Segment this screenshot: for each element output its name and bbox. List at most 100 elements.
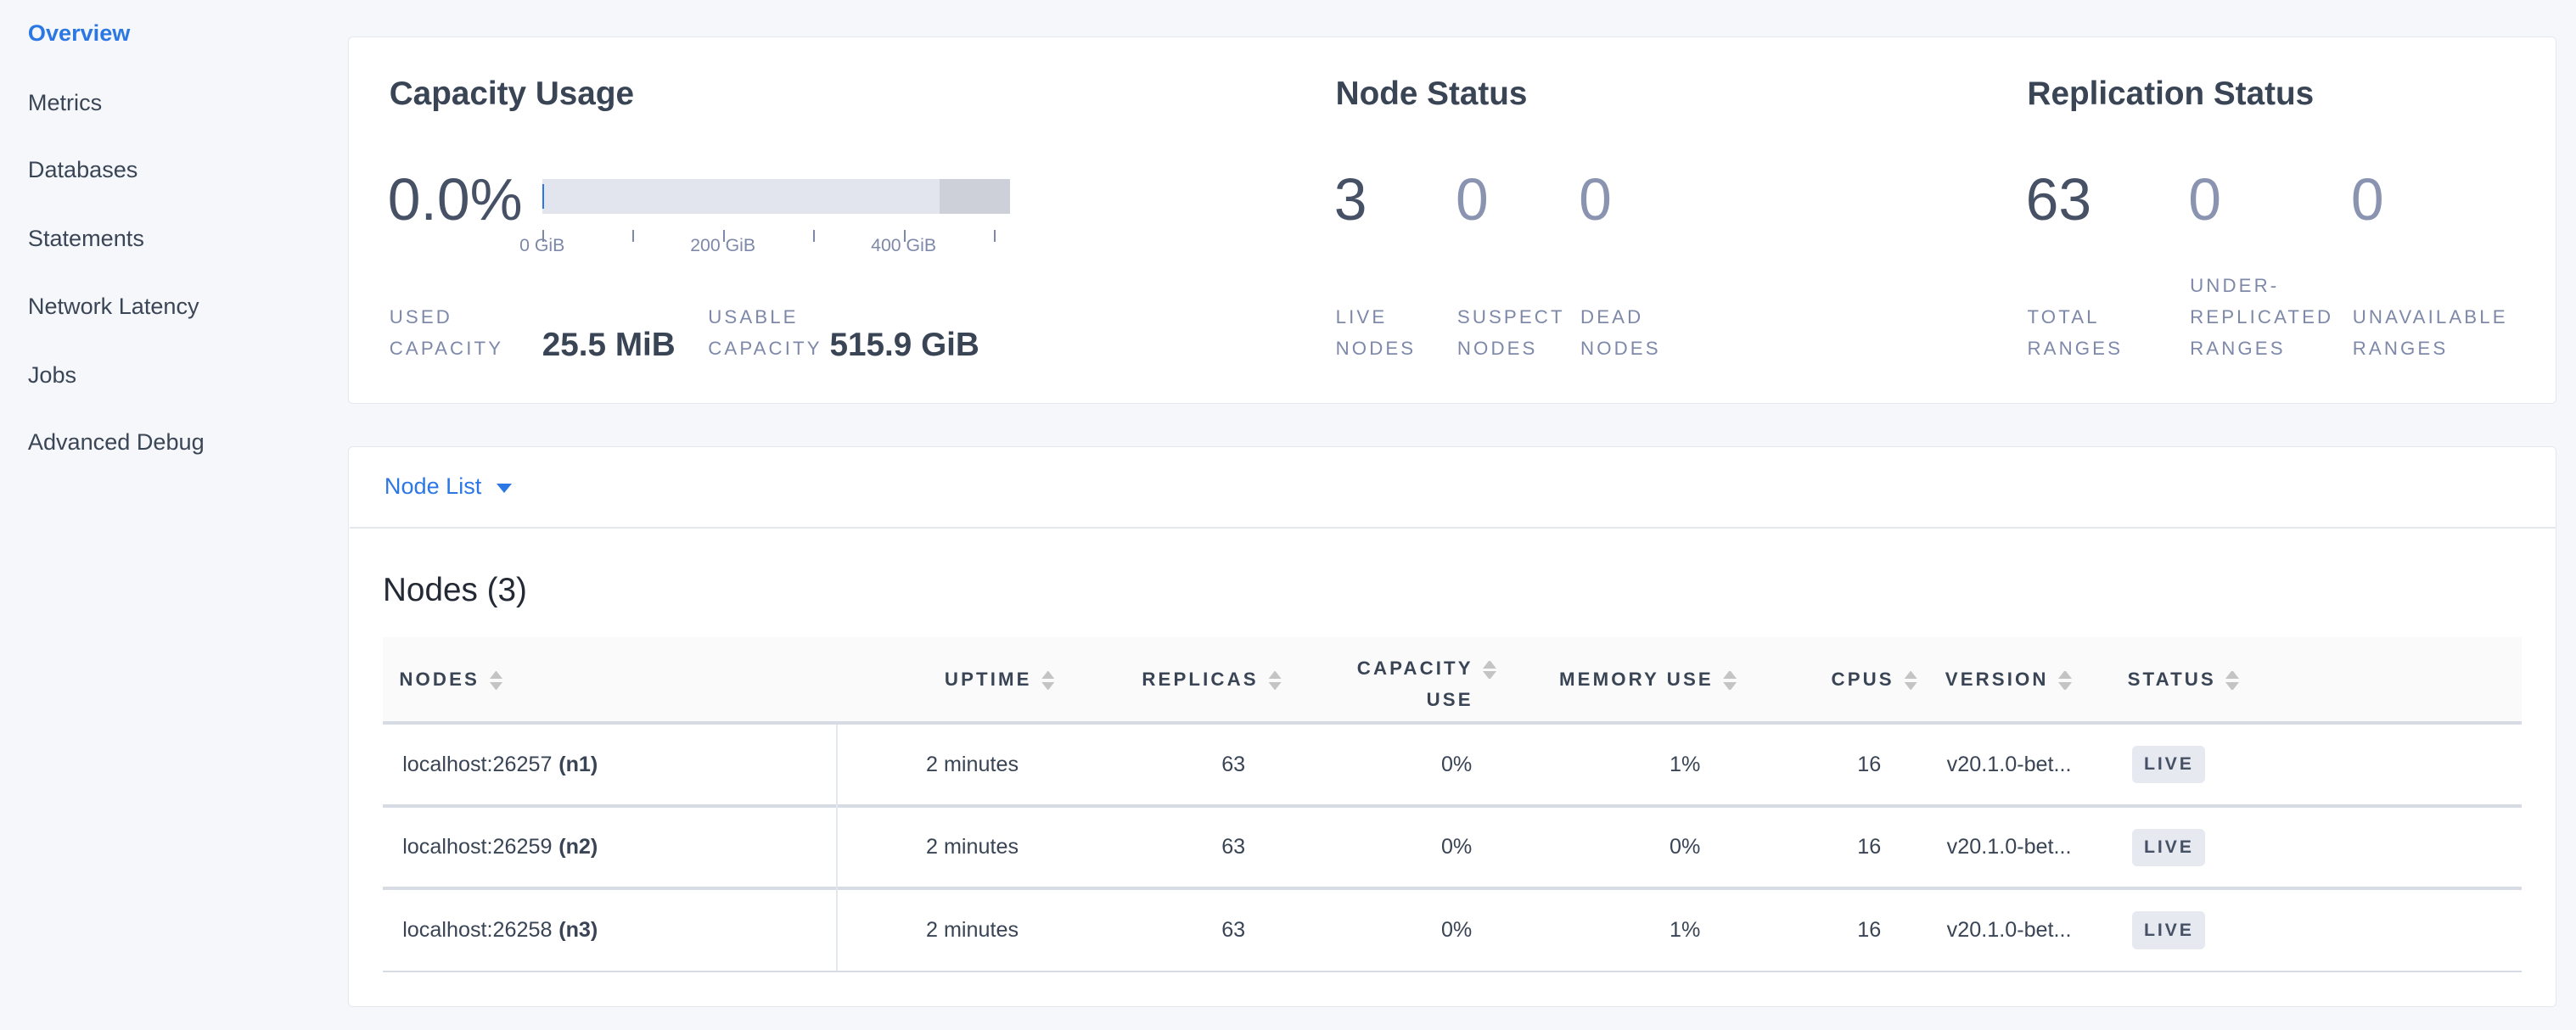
sort-icon: [1723, 671, 1736, 690]
sidebar-item-metrics[interactable]: Metrics: [27, 88, 103, 115]
label-line: SUSPECT: [1456, 306, 1565, 328]
axis-label: 0 GiB: [519, 234, 565, 255]
capacity-usage-title: Capacity Usage: [389, 76, 634, 113]
version-cell: v20.1.0-bet...: [1946, 752, 2072, 776]
sort-icon: [1904, 671, 1917, 690]
node-id: (n3): [558, 918, 598, 942]
memory-use-cell: 1%: [1669, 918, 1701, 942]
label-line: NODES: [1335, 337, 1417, 359]
memory-use-cell: 1%: [1669, 752, 1701, 776]
sidebar-item-jobs[interactable]: Jobs: [27, 361, 77, 388]
column-header-cpus[interactable]: CPUS: [1832, 669, 1917, 691]
total-ranges-count: 63: [2025, 166, 2092, 233]
divider: [382, 720, 2523, 725]
axis-tick: [903, 229, 906, 242]
label-line: USED: [389, 306, 452, 328]
label-line: DEAD: [1580, 306, 1644, 328]
label-line: UNDER-: [2190, 275, 2280, 297]
uptime-cell: 2 minutes: [925, 752, 1019, 776]
label-line: CAPACITY: [389, 337, 504, 359]
capacity-percent: 0.0%: [387, 166, 523, 233]
label-line: UNAVAILABLE: [2352, 306, 2508, 328]
column-header-status[interactable]: STATUS: [2128, 669, 2239, 691]
status-badge: LIVE: [2132, 911, 2206, 949]
version-cell: v20.1.0-bet...: [1946, 918, 2072, 942]
total-ranges-label: TOTAL RANGES: [2028, 302, 2124, 365]
label-line: RANGES: [2190, 337, 2286, 359]
column-header-uptime[interactable]: UPTIME: [945, 669, 1055, 691]
capacity-bar: [542, 178, 1011, 214]
node-id: (n2): [558, 835, 598, 859]
sidebar-item-databases[interactable]: Databases: [27, 155, 138, 182]
live-nodes-label: LIVE NODES: [1336, 302, 1417, 365]
used-capacity-label: USED CAPACITY: [390, 302, 503, 365]
capacity-bar-unavailable: [940, 178, 1011, 214]
sidebar-item-advanced-debug[interactable]: Advanced Debug: [27, 428, 205, 456]
status-badge: LIVE: [2132, 745, 2206, 784]
suspect-nodes-label: SUSPECT NODES: [1457, 302, 1565, 365]
replicas-cell: 63: [1221, 752, 1246, 776]
cpus-cell: 16: [1857, 752, 1882, 776]
dropdown-label: Node List: [384, 473, 482, 500]
node-id: (n1): [558, 752, 598, 776]
memory-use-cell: 0%: [1669, 835, 1701, 859]
replicas-cell: 63: [1221, 835, 1246, 859]
sort-icon: [1483, 661, 1496, 680]
table-header: [382, 637, 2523, 721]
replicas-cell: 63: [1221, 918, 1246, 942]
sidebar-item-overview[interactable]: Overview: [27, 20, 131, 47]
under-replicated-label: UNDER- REPLICATED RANGES: [2190, 271, 2333, 364]
unavailable-ranges-count: 0: [2350, 166, 2384, 233]
replication-status-title: Replication Status: [2027, 76, 2315, 113]
uptime-cell: 2 minutes: [925, 918, 1019, 942]
capacity-bar-used: [542, 183, 544, 209]
label-line: RANGES: [2352, 337, 2449, 359]
usable-capacity-value: 515.9 GiB: [829, 327, 979, 364]
node-list-dropdown[interactable]: Node List: [384, 473, 512, 500]
nodes-heading: Nodes (3): [382, 571, 527, 608]
node-address-cell[interactable]: localhost:26259 (n2): [402, 835, 598, 859]
sidebar-item-network-latency[interactable]: Network Latency: [27, 292, 199, 319]
sidebar-item-statements[interactable]: Statements: [27, 225, 144, 252]
sort-icon: [1041, 671, 1054, 690]
column-header-replicas[interactable]: REPLICAS: [1142, 669, 1281, 691]
column-header-nodes[interactable]: NODES: [399, 669, 502, 691]
dead-nodes-label: DEAD NODES: [1580, 302, 1661, 365]
divider: [382, 887, 2523, 891]
label-line: NODES: [1456, 337, 1538, 359]
under-replicated-count: 0: [2188, 166, 2221, 233]
node-status-title: Node Status: [1335, 76, 1528, 113]
label-line: RANGES: [2027, 337, 2124, 359]
cpus-cell: 16: [1857, 918, 1882, 942]
column-header-version[interactable]: VERSION: [1945, 669, 2072, 691]
node-address-cell[interactable]: localhost:26258 (n3): [402, 918, 598, 942]
axis-label: 200 GiB: [690, 234, 756, 255]
node-address-cell[interactable]: localhost:26257 (n1): [402, 752, 598, 776]
column-header-capacity-use[interactable]: CAPACITY USE: [1357, 653, 1496, 716]
uptime-cell: 2 minutes: [925, 835, 1019, 859]
caret-down-icon: [496, 483, 512, 493]
capacity-use-cell: 0%: [1440, 752, 1473, 776]
used-capacity-value: 25.5 MiB: [542, 327, 676, 364]
dead-nodes-count: 0: [1579, 166, 1612, 233]
cluster-summary-card: [348, 36, 2556, 405]
axis-tick: [994, 229, 996, 242]
axis-tick: [722, 229, 725, 242]
usable-capacity-label: USABLE CAPACITY: [708, 302, 822, 365]
label-line: LIVE: [1335, 306, 1388, 328]
sort-icon: [2225, 671, 2238, 690]
live-nodes-count: 3: [1333, 166, 1367, 233]
sort-icon: [1268, 671, 1281, 690]
status-badge: LIVE: [2132, 828, 2206, 866]
divider: [382, 804, 2523, 809]
label-line: NODES: [1580, 337, 1661, 359]
column-header-memory-use[interactable]: MEMORY USE: [1559, 669, 1737, 691]
divider: [350, 527, 2556, 529]
label-line: TOTAL: [2027, 306, 2100, 328]
version-cell: v20.1.0-bet...: [1946, 835, 2072, 859]
label-line: USABLE: [708, 306, 799, 328]
capacity-use-cell: 0%: [1440, 918, 1473, 942]
sort-icon: [490, 671, 502, 690]
axis-label: 400 GiB: [871, 234, 937, 255]
